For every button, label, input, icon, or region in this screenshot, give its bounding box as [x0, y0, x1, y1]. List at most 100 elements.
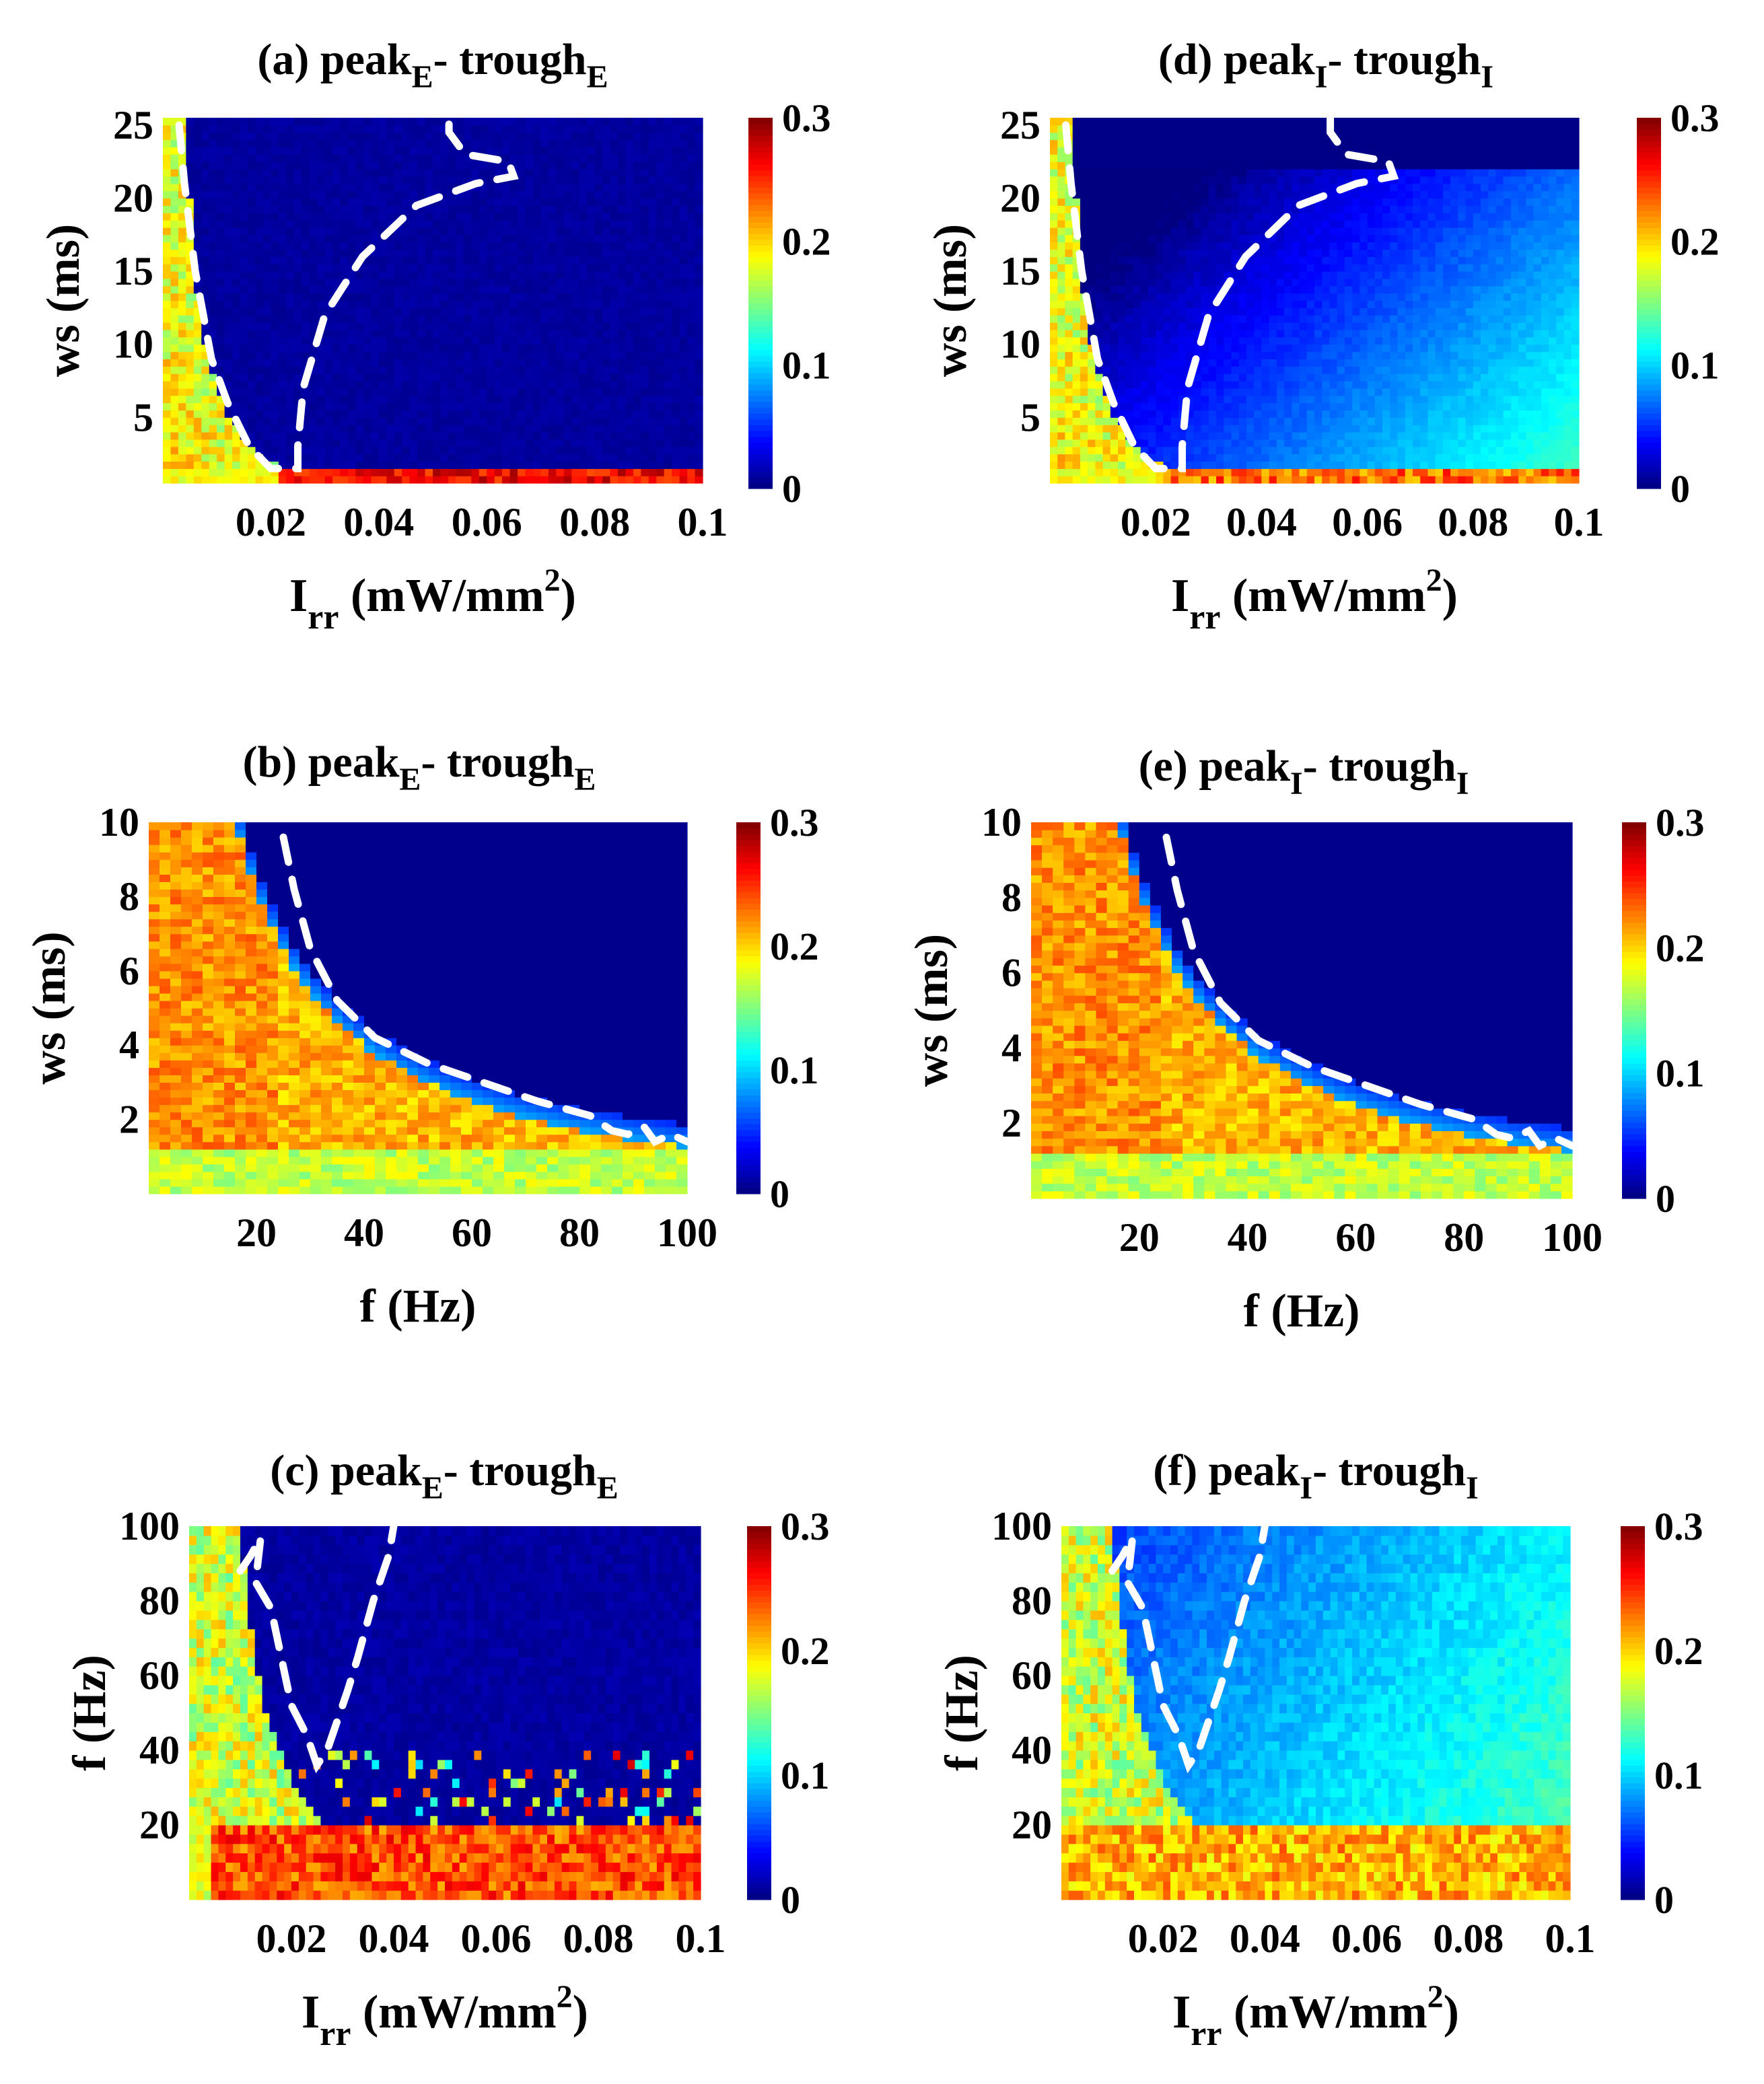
heatmap-cell — [547, 1178, 559, 1187]
heatmap-cell — [679, 227, 688, 236]
heatmap-cell — [201, 278, 210, 287]
heatmap-cell — [610, 351, 619, 359]
heatmap-cell — [666, 1060, 677, 1068]
heatmap-cell — [255, 425, 264, 433]
heatmap-cell — [193, 461, 202, 469]
heatmap-cell — [440, 161, 449, 170]
heatmap-cell — [217, 132, 225, 141]
heatmap-cell — [255, 161, 264, 170]
heatmap-cell — [590, 1149, 602, 1157]
heatmap-cell — [687, 322, 696, 330]
heatmap-cell — [160, 1119, 171, 1128]
heatmap-cell — [293, 198, 302, 206]
heatmap-cell — [472, 1134, 483, 1143]
heatmap-cell — [463, 446, 472, 455]
heatmap-cell — [343, 1186, 354, 1194]
heatmap-cell — [407, 1104, 419, 1113]
heatmap-cell — [402, 315, 411, 323]
heatmap-cell — [232, 454, 241, 462]
heatmap-cell — [695, 468, 703, 476]
heatmap-cell — [571, 468, 580, 476]
heatmap-cell — [644, 1030, 656, 1038]
heatmap-cell — [278, 402, 287, 410]
heatmap-cell — [149, 1186, 160, 1194]
heatmap-cell — [548, 213, 557, 221]
heatmap-cell — [456, 388, 464, 396]
heatmap-cell — [463, 139, 472, 148]
heatmap-cell — [602, 205, 611, 213]
heatmap-cell — [525, 183, 534, 192]
heatmap-cell — [664, 242, 672, 250]
heatmap-cell — [163, 213, 172, 221]
heatmap-cell — [378, 395, 387, 404]
heatmap-cell — [463, 118, 472, 126]
heatmap-cell — [612, 1038, 623, 1046]
heatmap-cell — [687, 329, 696, 338]
heatmap-cell — [644, 1052, 656, 1061]
heatmap-cell — [448, 293, 456, 301]
heatmap-cell — [262, 300, 271, 308]
heatmap-cell — [440, 176, 449, 184]
heatmap-cell — [472, 1052, 483, 1061]
heatmap-cell — [648, 454, 657, 462]
heatmap-cell — [633, 124, 641, 133]
heatmap-cell — [494, 234, 503, 243]
heatmap-cell — [569, 985, 580, 994]
heatmap-cell — [433, 124, 442, 133]
heatmap-cell — [679, 176, 688, 184]
heatmap-cell — [378, 373, 387, 382]
heatmap-cell — [193, 476, 202, 484]
heatmap-cell — [213, 1119, 225, 1128]
heatmap-cell — [278, 118, 287, 126]
heatmap-cell — [213, 1075, 225, 1083]
heatmap-cell — [440, 431, 449, 440]
heatmap-cell — [262, 234, 271, 243]
heatmap-cell — [309, 256, 318, 264]
heatmap-cell — [203, 1126, 214, 1135]
heatmap-cell — [332, 1075, 343, 1083]
heatmap-cell — [587, 410, 596, 418]
heatmap-cell — [504, 1008, 516, 1016]
heatmap-cell — [217, 359, 225, 367]
heatmap-cell — [170, 366, 179, 374]
heatmap-cell — [232, 154, 241, 162]
heatmap-cell — [456, 293, 464, 301]
heatmap-cell — [625, 417, 634, 425]
heatmap-cell — [655, 1156, 666, 1165]
heatmap-cell — [232, 300, 241, 308]
heatmap-cell — [255, 402, 264, 410]
heatmap-cell — [213, 1112, 225, 1120]
heatmap-cell — [433, 271, 442, 279]
heatmap-cell — [679, 271, 688, 279]
heatmap-cell — [610, 329, 619, 338]
heatmap-cell — [556, 454, 565, 462]
heatmap-cell — [679, 242, 688, 250]
heatmap-cell — [450, 1089, 462, 1098]
heatmap-cell — [321, 1089, 332, 1098]
heatmap-cell — [547, 1097, 559, 1106]
heatmap-cell — [232, 359, 241, 367]
heatmap-cell — [278, 315, 287, 323]
heatmap-cell — [178, 461, 186, 469]
colorbar-segment — [748, 396, 773, 402]
heatmap-cell — [644, 1141, 656, 1150]
heatmap-cell — [232, 402, 241, 410]
heatmap-cell — [186, 256, 195, 264]
heatmap-cell — [617, 395, 627, 404]
heatmap-cell — [278, 161, 287, 170]
heatmap-cell — [267, 1186, 279, 1194]
heatmap-cell — [246, 1163, 257, 1172]
heatmap-cell — [193, 139, 202, 148]
heatmap-cell — [425, 278, 433, 287]
heatmap-cell — [571, 308, 580, 316]
heatmap-cell — [246, 1134, 257, 1143]
heatmap-cell — [299, 1141, 311, 1150]
heatmap-cell — [286, 388, 295, 396]
heatmap-cell — [201, 373, 210, 382]
heatmap-cell — [240, 147, 248, 155]
heatmap-cell — [515, 985, 526, 994]
heatmap-cell — [209, 329, 217, 338]
heatmap-cell — [672, 147, 680, 155]
heatmap-cell — [418, 1163, 429, 1172]
heatmap-cell — [433, 213, 442, 221]
